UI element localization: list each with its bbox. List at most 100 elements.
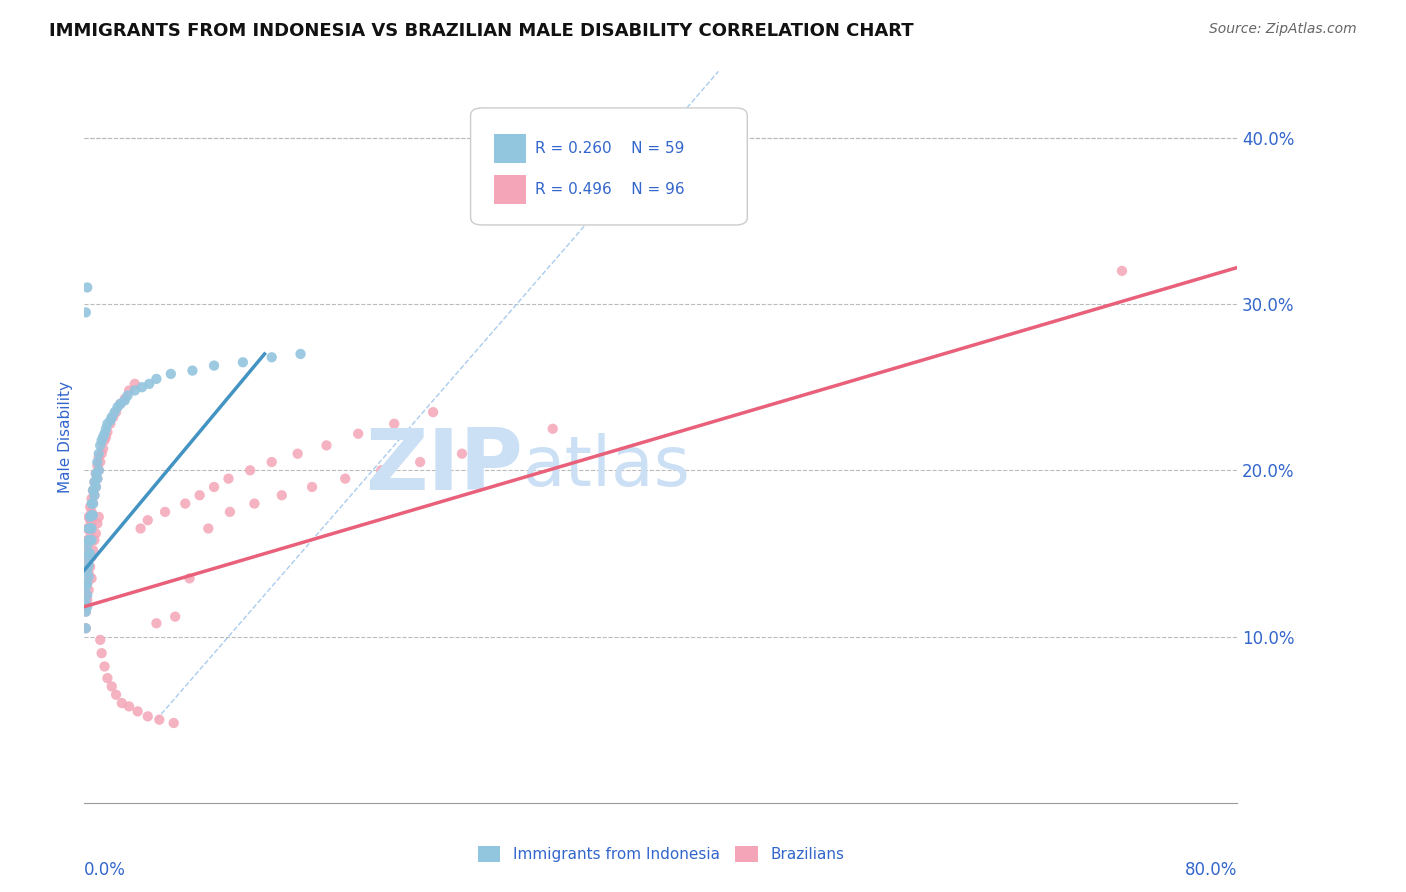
Point: [87, 463, 110, 477]
Point: [80, 533, 103, 548]
Point: [270, 488, 292, 502]
Point: [77, 546, 100, 560]
Point: [84, 480, 107, 494]
Text: 0.0%: 0.0%: [84, 861, 127, 879]
Point: [77, 566, 100, 581]
Point: [76, 593, 98, 607]
Point: [98, 413, 121, 427]
Point: [129, 521, 152, 535]
Point: [77, 509, 100, 524]
Point: [76, 563, 98, 577]
Point: [105, 405, 128, 419]
Point: [75, 621, 97, 635]
FancyBboxPatch shape: [471, 108, 748, 225]
Text: Source: ZipAtlas.com: Source: ZipAtlas.com: [1209, 22, 1357, 37]
Text: R = 0.260    N = 59: R = 0.260 N = 59: [536, 141, 685, 156]
Point: [76, 533, 98, 548]
Point: [370, 463, 392, 477]
Point: [301, 480, 323, 494]
Point: [82, 483, 104, 498]
Point: [77, 546, 100, 560]
Point: [94, 430, 117, 444]
Point: [104, 405, 127, 419]
Point: [77, 533, 100, 548]
Point: [84, 467, 107, 481]
Point: [80, 505, 103, 519]
Point: [409, 455, 432, 469]
Point: [80, 516, 103, 531]
Point: [96, 671, 118, 685]
Point: [219, 505, 242, 519]
Point: [83, 533, 105, 548]
Text: R = 0.496    N = 96: R = 0.496 N = 96: [536, 182, 685, 197]
Point: [76, 576, 98, 591]
FancyBboxPatch shape: [494, 134, 526, 163]
Point: [89, 632, 111, 647]
Point: [75, 596, 97, 610]
Point: [90, 447, 112, 461]
Point: [79, 521, 101, 535]
Point: [87, 463, 110, 477]
Point: [83, 475, 105, 489]
Point: [239, 463, 262, 477]
Point: [76, 546, 98, 560]
Point: [77, 521, 100, 535]
Point: [80, 521, 103, 535]
Point: [75, 305, 97, 319]
Text: 80.0%: 80.0%: [1185, 861, 1237, 879]
Point: [153, 505, 176, 519]
Point: [80, 549, 103, 564]
Point: [79, 533, 101, 548]
Point: [76, 558, 98, 573]
Text: ZIP: ZIP: [364, 425, 523, 508]
Point: [83, 488, 105, 502]
Point: [86, 516, 108, 531]
Point: [76, 521, 98, 535]
Point: [202, 359, 225, 373]
Point: [145, 616, 167, 631]
Point: [105, 688, 128, 702]
Point: [75, 563, 97, 577]
Point: [451, 447, 474, 461]
Point: [75, 549, 97, 564]
Point: [118, 384, 141, 398]
Point: [163, 716, 186, 731]
Point: [188, 488, 211, 502]
Point: [100, 680, 122, 694]
Point: [77, 558, 100, 573]
Point: [79, 500, 101, 514]
Point: [110, 397, 132, 411]
Point: [83, 475, 105, 489]
Point: [80, 497, 103, 511]
Point: [86, 458, 108, 473]
Point: [382, 417, 405, 431]
Point: [77, 521, 100, 535]
Point: [422, 405, 444, 419]
Point: [93, 659, 115, 673]
Point: [89, 455, 111, 469]
Point: [77, 570, 100, 584]
Point: [77, 582, 100, 597]
Point: [110, 397, 132, 411]
Point: [100, 410, 122, 425]
Point: [79, 524, 101, 539]
Point: [84, 480, 107, 494]
FancyBboxPatch shape: [494, 175, 526, 204]
Point: [76, 599, 98, 614]
Point: [79, 513, 101, 527]
Y-axis label: Male Disability: Male Disability: [58, 381, 73, 493]
Legend: Immigrants from Indonesia, Brazilians: Immigrants from Indonesia, Brazilians: [471, 840, 851, 868]
Point: [84, 467, 107, 481]
Point: [83, 488, 105, 502]
Point: [148, 713, 170, 727]
Point: [179, 571, 201, 585]
Point: [76, 538, 98, 552]
Point: [495, 434, 517, 448]
Point: [75, 588, 97, 602]
Text: IMMIGRANTS FROM INDONESIA VS BRAZILIAN MALE DISABILITY CORRELATION CHART: IMMIGRANTS FROM INDONESIA VS BRAZILIAN M…: [49, 22, 914, 40]
Point: [86, 472, 108, 486]
Point: [93, 434, 115, 448]
Point: [75, 605, 97, 619]
Point: [114, 393, 136, 408]
Point: [124, 376, 146, 391]
